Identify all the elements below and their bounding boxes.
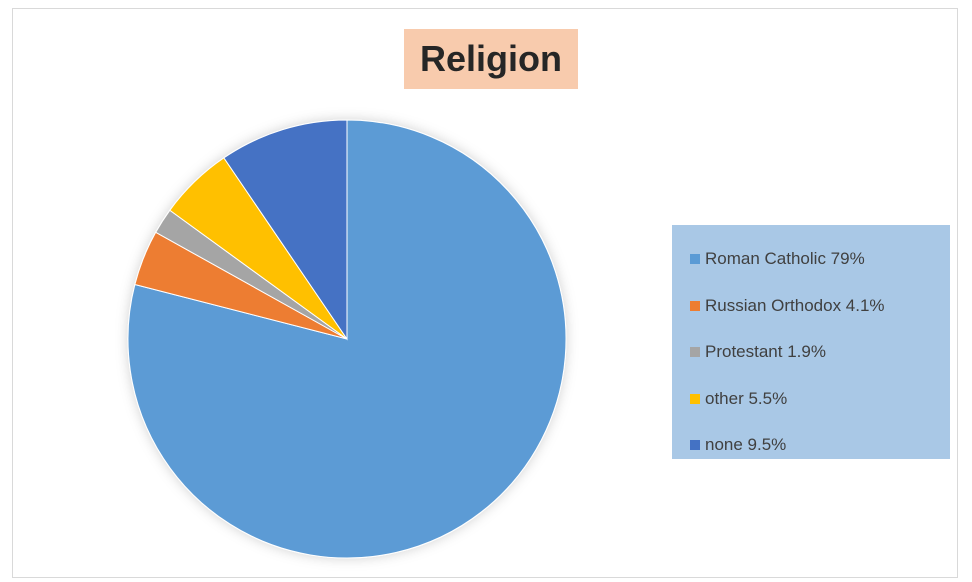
- legend-item: other 5.5%: [672, 383, 950, 415]
- chart-title: Religion: [404, 29, 578, 89]
- legend-swatch: [690, 254, 700, 264]
- legend-swatch: [690, 300, 700, 311]
- legend-label: none 9.5%: [705, 435, 787, 454]
- legend-swatch: [690, 347, 700, 357]
- legend-label: other 5.5%: [705, 388, 788, 408]
- legend-item: Russian Orthodox 4.1%: [672, 290, 950, 322]
- legend-label: Protestant 1.9%: [705, 342, 826, 361]
- legend-item: none 9.5%: [672, 429, 950, 461]
- legend-item: Protestant 1.9%: [672, 336, 950, 368]
- legend: Roman Catholic 79% Russian Orthodox 4.1% P…: [672, 225, 950, 459]
- legend-item: Roman Catholic 79%: [672, 243, 950, 275]
- pie-slice-none: [223, 119, 348, 341]
- legend-label: Russian Orthodox 4.1%: [705, 295, 885, 315]
- legend-swatch: [690, 393, 700, 404]
- legend-swatch: [690, 440, 700, 450]
- legend-label: Roman Catholic 79%: [705, 249, 865, 268]
